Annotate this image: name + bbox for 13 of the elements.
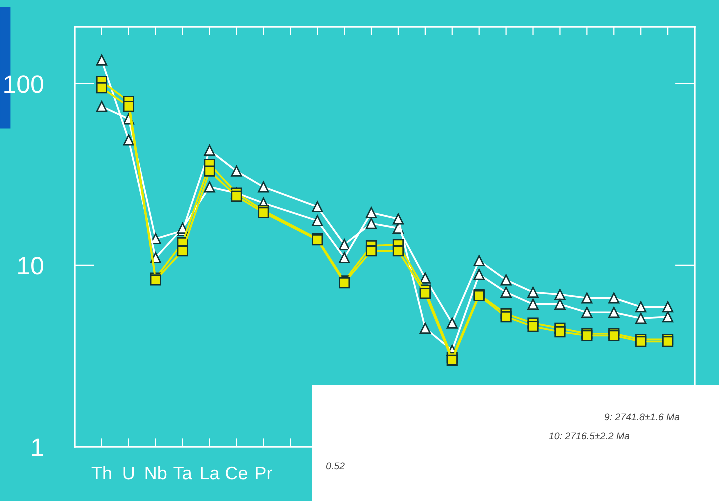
annotation: 10: 2716.5±2.2 Ma <box>549 432 630 440</box>
text: 0.52 <box>326 462 345 470</box>
x-tick-label: Th <box>92 466 112 480</box>
x-tick-label: Pr <box>256 467 272 480</box>
x-tick-label: Ce <box>226 466 248 480</box>
y-tick-label: 10 <box>18 257 44 275</box>
x-tick-label: Nb <box>146 466 167 480</box>
annotation: 9: 2741.8±1.6 Ma <box>604 414 680 421</box>
y-tick-label: 1 <box>32 438 44 456</box>
x-tick-label: La <box>201 467 220 480</box>
x-tick-label: U <box>124 467 134 480</box>
x-tick-label: Ta <box>174 467 192 480</box>
y-tick-label: 100 <box>4 76 44 94</box>
